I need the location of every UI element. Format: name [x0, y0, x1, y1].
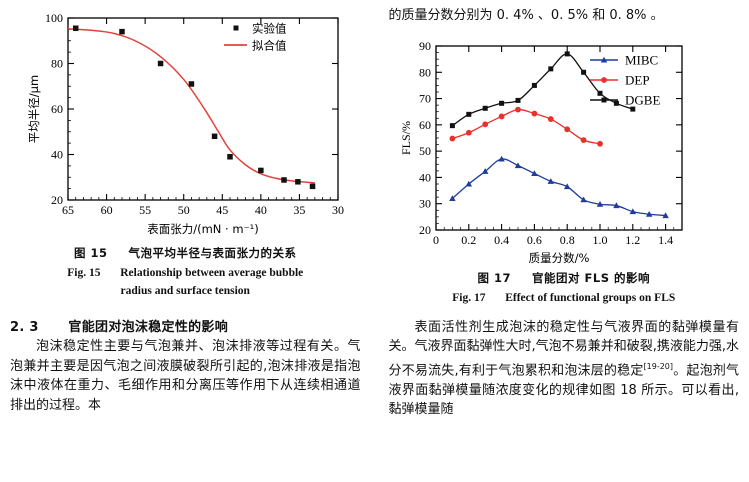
figure-17-cn-text: 官能团对 FLS 的影响 [532, 270, 651, 285]
svg-text:50: 50 [419, 144, 431, 158]
figure-17-cn-label: 图 17 [477, 270, 511, 285]
svg-text:70: 70 [419, 91, 431, 105]
svg-text:65: 65 [62, 203, 74, 217]
svg-text:拟合值: 拟合值 [252, 39, 287, 53]
section-number: 2. 3 [10, 320, 39, 336]
svg-text:0.2: 0.2 [461, 233, 476, 247]
svg-text:40: 40 [255, 203, 267, 217]
right-top-paragraph: 的质量分数分别为 0. 4% 、0. 5% 和 0. 8% 。 [388, 8, 664, 23]
figure-15-plot: 65 60 55 50 45 40 35 30 20 40 60 80 100 表面张力/(mN · m⁻… [20, 4, 350, 244]
figure-17-caption-cn: 图 17 官能团对 FLS 的影响 [389, 270, 740, 287]
figure-17-caption: 图 17 官能团对 FLS 的影响 Fig. 17 Effect of func… [389, 270, 740, 307]
svg-text:DEP: DEP [625, 72, 650, 87]
figure-15-caption: 图 15 气泡平均半径与表面张力的关系 Fig. 15 Relationship… [10, 245, 361, 300]
svg-text:30: 30 [419, 196, 431, 210]
figure-17-en-label: Fig. 17 [452, 292, 486, 305]
figure-17-svg: 0 0.2 0.4 0.6 0.8 1.0 1.2 1.4 20 30 40 50 60 70 80 90 质量… [399, 39, 683, 265]
svg-text:1.4: 1.4 [658, 233, 673, 247]
svg-text:80: 80 [51, 57, 63, 71]
svg-text:40: 40 [51, 148, 63, 162]
right-paragraph-cont: 。起泡剂气液界面黏弹模量随浓度变化的规律如图 18 所示。可以看出,黏弹模量随 [388, 363, 740, 418]
svg-text:30: 30 [332, 203, 344, 217]
figure-15-svg: 65 60 55 50 45 40 35 30 20 40 60 80 100 表面张力/(mN · m⁻… [27, 11, 344, 236]
section-heading-2-3: 2. 3 官能团对泡沫稳定性的影响 [10, 316, 361, 335]
figure-17-caption-en: Fig. 17 Effect of functional groups on F… [389, 290, 740, 307]
figure-17-plot: 0 0.2 0.4 0.6 0.8 1.0 1.2 1.4 20 30 40 50 60 70 80 90 质量… [394, 34, 734, 269]
svg-text:平均半径/μm: 平均半径/μm [27, 75, 41, 143]
svg-text:0.6: 0.6 [527, 233, 542, 247]
figure-15-caption-en-line2: radius and surface tension [10, 283, 361, 300]
right-paragraph-text: 表面活性剂生成泡沫的稳定性与气液界面的黏弹模量有关。气液界面黏弹性大时,气泡不易… [388, 319, 740, 379]
section-title: 官能团对泡沫稳定性的影响 [68, 320, 229, 336]
svg-text:60: 60 [51, 102, 63, 116]
svg-text:0.4: 0.4 [494, 233, 509, 247]
figure-17: 0 0.2 0.4 0.6 0.8 1.0 1.2 1.4 20 30 40 50 60 70 80 90 质量… [389, 34, 740, 307]
figure-15-en-text-1: Relationship between average bubble [120, 266, 304, 279]
svg-text:40: 40 [419, 170, 431, 184]
figure-15-caption-cn: 图 15 气泡平均半径与表面张力的关系 [10, 245, 361, 262]
figure-15-cn-text: 气泡平均半径与表面张力的关系 [128, 246, 297, 260]
svg-text:0: 0 [433, 233, 439, 247]
figure-15: 65 60 55 50 45 40 35 30 20 40 60 80 100 表面张力/(mN · m⁻… [10, 4, 361, 300]
svg-text:实验值: 实验值 [252, 22, 287, 36]
svg-text:20: 20 [419, 223, 431, 237]
svg-text:90: 90 [419, 39, 431, 53]
figure-17-en-text: Effect of functional groups on FLS [505, 292, 676, 305]
svg-text:MIBC: MIBC [625, 52, 658, 67]
svg-text:质量分数/%: 质量分数/% [528, 251, 589, 265]
left-paragraph: 泡沫稳定性主要与气泡兼并、泡沫排液等过程有关。气泡兼并主要是因气泡之间液膜破裂所… [10, 339, 361, 413]
left-column: 65 60 55 50 45 40 35 30 20 40 60 80 100 表面张力/(mN · m⁻… [10, 4, 361, 413]
figure-15-caption-en-line1: Fig. 15 Relationship between average bub… [10, 265, 361, 282]
svg-text:FLS/%: FLS/% [399, 120, 413, 154]
right-paragraph: 表面活性剂生成泡沫的稳定性与气液界面的黏弹模量有关。气液界面黏弹性大时,气泡不易… [389, 318, 740, 420]
svg-text:60: 60 [419, 117, 431, 131]
svg-text:45: 45 [217, 203, 229, 217]
svg-text:表面张力/(mN · m⁻¹): 表面张力/(mN · m⁻¹) [147, 222, 259, 236]
svg-text:100: 100 [45, 11, 63, 25]
left-spacer [10, 300, 361, 316]
svg-text:50: 50 [178, 203, 190, 217]
right-column: 的质量分数分别为 0. 4% 、0. 5% 和 0. 8% 。 0 0.2 0.4 0… [375, 0, 749, 482]
figure-15-cn-label: 图 15 [73, 246, 108, 260]
svg-text:55: 55 [139, 203, 151, 217]
svg-text:60: 60 [101, 203, 113, 217]
svg-text:DGBE: DGBE [625, 92, 660, 107]
svg-text:1.0: 1.0 [592, 233, 607, 247]
svg-text:35: 35 [294, 203, 306, 217]
figure-15-en-label: Fig. 15 [67, 266, 101, 279]
svg-text:80: 80 [419, 65, 431, 79]
right-spacer [389, 307, 740, 318]
svg-text:1.2: 1.2 [625, 233, 640, 247]
figure-15-en-text-2: radius and surface tension [120, 285, 250, 298]
svg-text:20: 20 [51, 193, 63, 207]
reference-marker: [19-20] [643, 361, 674, 371]
svg-text:0.8: 0.8 [559, 233, 574, 247]
